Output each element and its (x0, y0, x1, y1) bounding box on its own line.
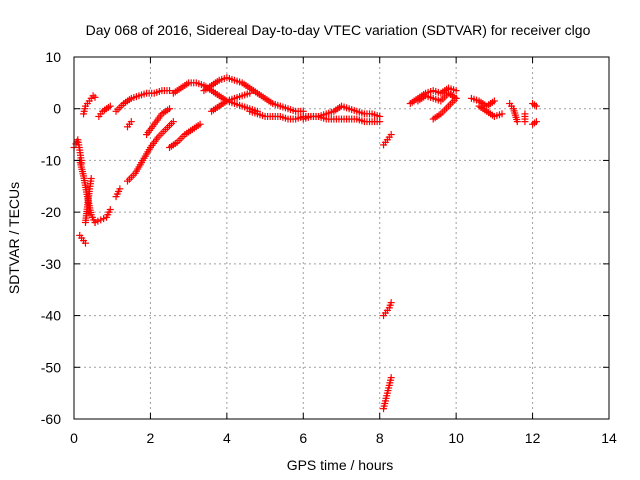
data-points (70, 74, 540, 413)
data-point (532, 118, 540, 126)
data-point (166, 105, 174, 113)
x-axis-title: GPS time / hours (287, 457, 394, 473)
data-point (387, 299, 395, 307)
data-point (91, 93, 99, 101)
data-point (452, 87, 460, 95)
y-tick-label: -60 (41, 411, 61, 427)
data-point (490, 97, 498, 105)
y-tick-label: -30 (41, 256, 61, 272)
data-point (521, 118, 529, 126)
chart-title: Day 068 of 2016, Sidereal Day-to-day VTE… (86, 22, 591, 38)
data-point (452, 94, 460, 102)
data-point (532, 102, 540, 110)
data-point (127, 118, 135, 126)
y-tick-label: -50 (41, 359, 61, 375)
x-tick-label: 8 (376, 430, 384, 446)
x-tick-label: 12 (525, 430, 541, 446)
data-point (196, 120, 204, 128)
y-tick-label: 0 (53, 101, 61, 117)
data-point (116, 185, 124, 193)
y-tick-label: -20 (41, 204, 61, 220)
y-axis-title: SDTVAR / TECUs (6, 182, 22, 294)
data-point (246, 89, 254, 97)
data-point (376, 118, 384, 126)
x-tick-labels: 0 2 4 6 8 10 12 14 (70, 430, 617, 446)
y-tick-label: -10 (41, 152, 61, 168)
data-point (513, 118, 521, 126)
data-point (169, 118, 177, 126)
x-tick-label: 6 (299, 430, 307, 446)
plot-area-frame (73, 56, 610, 420)
data-point (387, 374, 395, 382)
x-tick-label: 10 (448, 430, 464, 446)
y-tick-label: -40 (41, 308, 61, 324)
x-tick-label: 4 (223, 430, 231, 446)
grid-lines (74, 57, 609, 419)
x-tick-label: 2 (147, 430, 155, 446)
x-tick-label: 0 (70, 430, 78, 446)
data-point (106, 206, 114, 214)
axis-ticks (73, 56, 610, 420)
y-tick-labels: -60 -50 -40 -30 -20 -10 0 10 (41, 49, 61, 427)
data-point (387, 131, 395, 139)
data-point (87, 175, 95, 183)
data-point (81, 239, 89, 247)
y-tick-label: 10 (45, 49, 61, 65)
data-point (166, 87, 174, 95)
x-tick-label: 14 (601, 430, 617, 446)
data-point (106, 102, 114, 110)
data-point (498, 110, 506, 118)
